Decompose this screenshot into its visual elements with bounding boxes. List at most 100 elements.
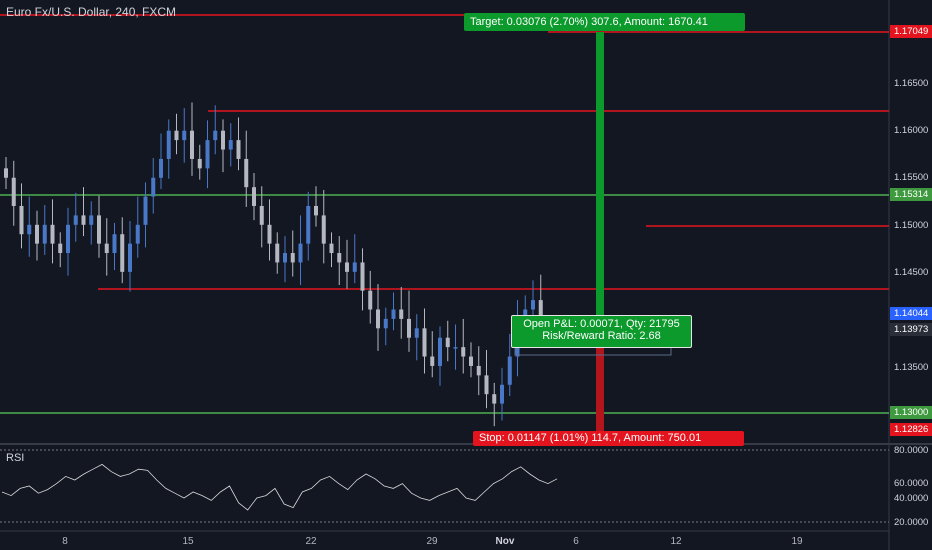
candle-body — [453, 347, 458, 349]
candle-body — [414, 328, 419, 338]
risk-reward-label: Risk/Reward Ratio: 2.68 — [542, 330, 661, 342]
candle-body — [259, 205, 264, 225]
candle-body — [391, 309, 396, 319]
date-label-6: 6 — [573, 536, 579, 547]
candle-body — [81, 215, 86, 225]
candle-body — [244, 158, 249, 188]
candle-body — [252, 187, 256, 206]
profit-zone-bar — [596, 32, 604, 322]
candle-body — [492, 394, 497, 404]
date-label-12: 12 — [670, 536, 682, 547]
candle-body — [368, 290, 373, 310]
candle-body — [190, 130, 194, 159]
candle-body — [407, 318, 411, 338]
candle-body — [66, 224, 70, 254]
candle-body — [430, 356, 435, 366]
candle-body — [399, 309, 404, 319]
position-info-box[interactable]: Open P&L: 0.00071, Qty: 21795 Risk/Rewar… — [511, 315, 692, 348]
candle-body — [298, 243, 303, 263]
date-label-19: 19 — [791, 536, 803, 547]
date-label-15: 15 — [182, 536, 194, 547]
rsi-label-60: 60.0000 — [894, 478, 929, 489]
date-label-29: 29 — [426, 536, 438, 547]
loss-zone-bar — [596, 322, 604, 434]
candle-body — [135, 224, 140, 244]
candle-body — [469, 356, 473, 366]
candle-body — [104, 243, 109, 254]
candle-body — [197, 158, 202, 169]
price-label-3: 1.15500 — [894, 172, 929, 183]
candle-body — [143, 196, 148, 225]
rsi-label-80: 80.0000 — [894, 445, 929, 456]
candle-body — [531, 300, 535, 310]
candle-body — [27, 224, 32, 235]
candle-body — [97, 215, 101, 244]
price-tag-low-support: 1.13000 — [890, 406, 932, 419]
candle-body — [438, 337, 442, 366]
candle-body — [35, 224, 39, 244]
price-tag-target: 1.17049 — [890, 25, 932, 38]
candle-body — [352, 262, 357, 272]
candle-body — [4, 168, 8, 178]
price-tag-stop: 1.12826 — [890, 423, 932, 436]
candle-body — [73, 215, 78, 225]
stop-label[interactable]: Stop: 0.01147 (1.01%) 114.7, Amount: 750… — [473, 431, 744, 446]
candle-body — [507, 356, 512, 385]
candle-body — [345, 262, 349, 272]
rsi-label-40: 40.0000 — [894, 493, 929, 504]
candle-body — [476, 365, 481, 376]
date-label-22: 22 — [305, 536, 317, 547]
candle-body — [205, 140, 210, 169]
candle-body — [360, 262, 365, 291]
candle-body — [422, 328, 427, 357]
candle-body — [128, 243, 132, 272]
candle-body — [538, 300, 543, 319]
candle-body — [306, 205, 311, 244]
price-tag-current: 1.14044 — [890, 307, 932, 320]
candle-body — [321, 215, 326, 244]
price-label-2: 1.16000 — [894, 125, 929, 136]
candle-body — [376, 309, 380, 329]
target-label[interactable]: Target: 0.03076 (2.70%) 307.6, Amount: 1… — [464, 13, 745, 31]
candle-body — [383, 318, 388, 329]
candle-body — [159, 158, 163, 178]
price-label-1: 1.16500 — [894, 78, 929, 89]
candle-body — [112, 234, 117, 254]
candle-body — [314, 205, 318, 216]
date-label-nov: Nov — [495, 536, 515, 547]
candle-body — [19, 205, 24, 235]
candle-body — [484, 375, 489, 395]
candle-body — [213, 130, 218, 141]
candle-body — [11, 177, 16, 206]
candle-body — [500, 384, 504, 404]
candle-body — [267, 224, 272, 244]
candle-body — [236, 140, 241, 159]
candle-body — [42, 224, 47, 244]
price-label-4: 1.15000 — [894, 220, 929, 231]
candle-body — [89, 215, 94, 225]
candle-body — [50, 224, 55, 244]
candle-body — [166, 130, 171, 159]
candle-body — [120, 234, 125, 272]
candle-body — [337, 253, 342, 263]
candle-body — [151, 177, 156, 197]
candle-body — [221, 130, 225, 150]
candle-body — [445, 337, 450, 348]
price-tag-entry: 1.13973 — [890, 323, 932, 336]
price-tag-support: 1.15314 — [890, 188, 932, 201]
rsi-label-20: 20.0000 — [894, 517, 929, 528]
open-pnl-label: Open P&L: 0.00071, Qty: 21795 — [523, 318, 680, 330]
candle-body — [228, 140, 233, 150]
candle-body — [174, 130, 179, 141]
candle-body — [58, 243, 63, 254]
candle-body — [182, 130, 187, 141]
price-label-6: 1.13500 — [894, 362, 929, 373]
symbol-title: Euro Fx/U.S. Dollar, 240, FXCM — [6, 5, 177, 19]
date-label-8: 8 — [62, 536, 68, 547]
rsi-title: RSI — [6, 452, 25, 464]
candle-body — [290, 253, 295, 263]
candle-body — [461, 347, 466, 357]
candle-body — [283, 253, 287, 263]
rsi-line — [1, 463, 558, 511]
